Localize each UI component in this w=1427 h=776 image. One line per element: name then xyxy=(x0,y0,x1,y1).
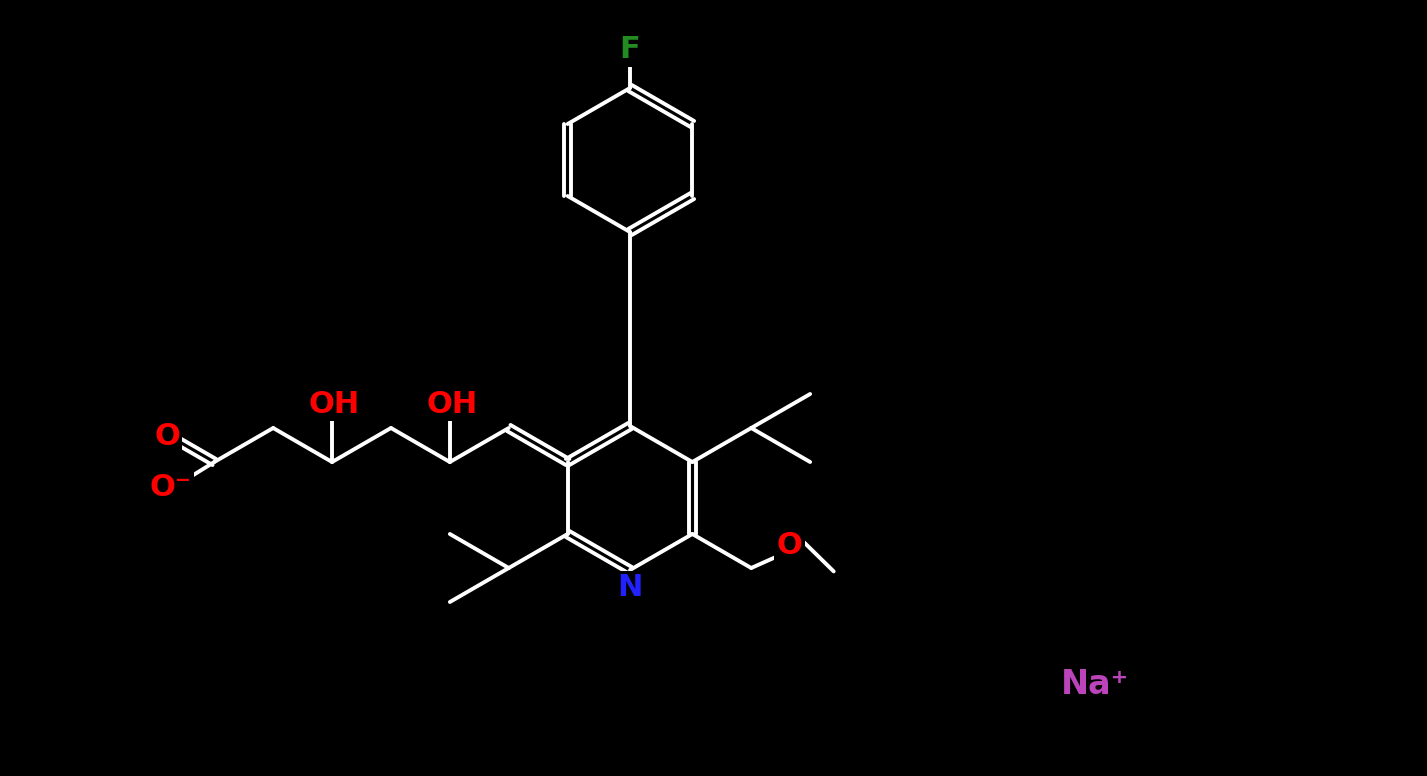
Text: OH: OH xyxy=(308,390,360,419)
Text: O⁻: O⁻ xyxy=(150,473,191,502)
Text: OH: OH xyxy=(427,390,478,419)
Text: N: N xyxy=(618,573,642,602)
Text: Na⁺: Na⁺ xyxy=(1060,668,1129,702)
Text: O: O xyxy=(154,421,180,451)
Text: F: F xyxy=(619,36,641,64)
Text: O: O xyxy=(776,532,802,560)
